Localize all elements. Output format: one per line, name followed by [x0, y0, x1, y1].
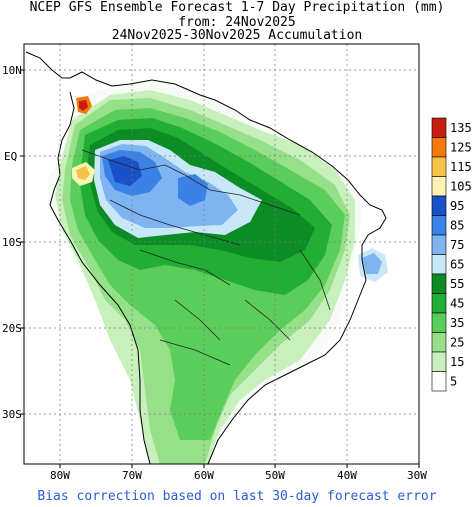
- legend-swatch-45: [431, 293, 447, 314]
- legend-swatch-25: [431, 332, 447, 353]
- forecast-start-date: from: 24Nov2025: [178, 15, 296, 30]
- precip-135mm-area: [79, 100, 88, 111]
- legend-swatch-65: [431, 254, 447, 275]
- legend-swatch-105: [431, 176, 447, 197]
- lat-label-10n: 10N: [2, 64, 22, 77]
- precip-115mm-area: [76, 166, 90, 180]
- legend-label-55: 55: [450, 277, 464, 291]
- lon-label-30w: 30W: [407, 469, 427, 482]
- lon-label-80w: 80W: [50, 469, 70, 482]
- lon-label-40w: 40W: [337, 469, 357, 482]
- longitude-ticks: [59, 464, 420, 468]
- legend-swatch-5: [431, 371, 447, 392]
- legend-label-75: 75: [450, 238, 464, 252]
- legend-label-45: 45: [450, 296, 464, 310]
- legend-label-125: 125: [450, 140, 472, 154]
- bias-correction-note: Bias correction based on last 30-day for…: [37, 489, 437, 504]
- latitude-ticks: [20, 69, 24, 415]
- legend-swatch-95: [431, 195, 447, 216]
- precipitation-field: [25, 51, 388, 464]
- legend-swatch-135: [431, 117, 447, 138]
- lon-label-60w: 60W: [194, 469, 214, 482]
- legend-swatch-115: [431, 156, 447, 177]
- central-america-coast: [25, 51, 70, 79]
- lat-label-20s: 20S: [2, 322, 22, 335]
- accumulation-period: 24Nov2025-30Nov2025 Accumulation: [111, 28, 363, 43]
- legend-label-25: 25: [450, 335, 464, 349]
- graticule: [24, 44, 419, 464]
- legend-label-135: 135: [450, 121, 472, 135]
- legend-label-105: 105: [450, 179, 472, 193]
- lat-label-eq: EQ: [4, 150, 17, 163]
- precip-95mm-area: [108, 156, 142, 186]
- legend-label-115: 115: [450, 160, 472, 174]
- pacific-coastline: [49, 91, 151, 464]
- legend-swatch-35: [431, 312, 447, 333]
- lat-label-30s: 30S: [2, 408, 22, 421]
- legend-label-95: 95: [450, 199, 464, 213]
- legend-swatch-15: [431, 351, 447, 372]
- lat-label-10s: 10S: [2, 236, 22, 249]
- legend-swatch-75: [431, 234, 447, 255]
- precip-85mm-area-2: [178, 174, 208, 206]
- coastline: [69, 71, 387, 464]
- precipitation-legend: 135 125 115 105 95 85 75 65 55 45 35 25 15 5: [431, 117, 472, 392]
- country-borders: [81, 149, 331, 366]
- legend-swatch-85: [431, 215, 447, 236]
- lon-label-70w: 70W: [122, 469, 142, 482]
- map-title: NCEP GFS Ensemble Forecast 1-7 Day Preci…: [29, 0, 445, 15]
- legend-label-35: 35: [450, 316, 464, 330]
- legend-label-5: 5: [450, 374, 457, 388]
- plot-frame: [23, 43, 420, 465]
- legend-label-65: 65: [450, 257, 464, 271]
- lon-label-50w: 50W: [265, 469, 285, 482]
- legend-swatch-55: [431, 273, 447, 294]
- legend-swatch-125: [431, 137, 447, 158]
- precip-75mm-ne-area: [362, 253, 382, 274]
- legend-label-85: 85: [450, 218, 464, 232]
- legend-label-15: 15: [450, 355, 464, 369]
